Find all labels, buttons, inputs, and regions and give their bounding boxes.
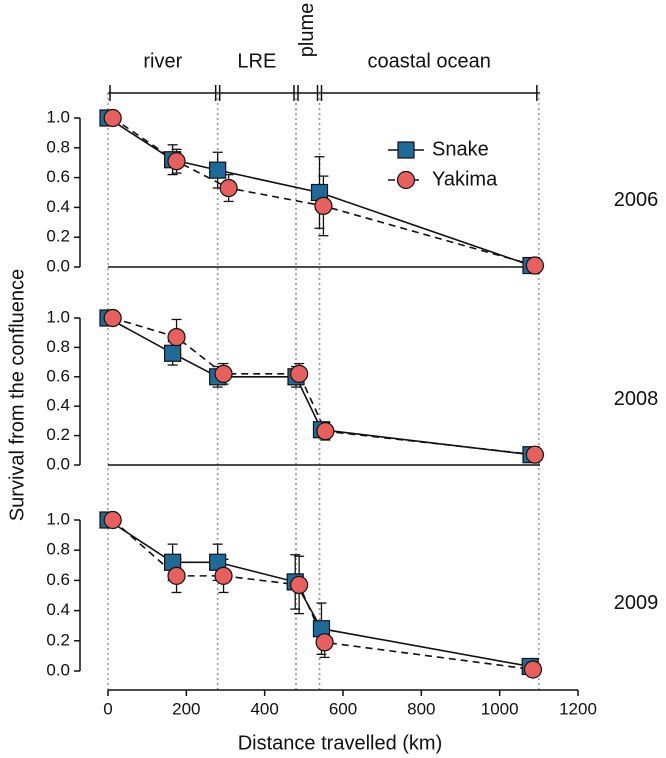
marker <box>290 364 309 383</box>
marker <box>103 108 122 128</box>
y-tick-label: 0.6 <box>46 167 70 186</box>
x-tick-label: 800 <box>407 699 435 718</box>
y-tick-label: 1.0 <box>46 509 70 528</box>
series-line <box>107 317 532 456</box>
x-tick-label: 1000 <box>481 699 519 718</box>
panel-label: 2008 <box>614 388 659 410</box>
marker <box>209 161 227 179</box>
y-tick-label: 1.0 <box>46 107 70 126</box>
marker <box>316 422 335 441</box>
y-tick-label: 0.2 <box>46 425 70 444</box>
y-tick-label: 0.4 <box>46 600 70 619</box>
y-axis-label: Survival from the confluence <box>6 269 28 521</box>
marker <box>397 141 415 159</box>
marker <box>290 575 309 595</box>
marker <box>315 633 334 652</box>
x-tick-label: 600 <box>329 699 357 718</box>
x-tick-label: 200 <box>172 699 200 718</box>
y-tick-label: 0.2 <box>46 630 70 649</box>
marker <box>103 308 122 328</box>
marker <box>167 152 186 171</box>
series-line <box>107 519 531 668</box>
series-line <box>112 317 536 456</box>
marker <box>396 170 416 190</box>
marker <box>523 660 543 679</box>
x-tick-label: 1200 <box>559 699 597 718</box>
region-label: plume <box>296 3 318 57</box>
panel-label: 2009 <box>614 592 659 614</box>
y-tick-label: 0.6 <box>46 570 70 589</box>
legend-label: Snake <box>432 138 489 160</box>
marker <box>214 364 233 383</box>
marker <box>167 328 186 347</box>
marker <box>164 344 182 362</box>
region-label: river <box>143 50 182 72</box>
y-tick-label: 0.4 <box>46 396 70 415</box>
x-tick-label: 400 <box>250 699 278 718</box>
series-line <box>112 519 534 671</box>
y-tick-label: 0.8 <box>46 137 70 156</box>
legend-label: Yakima <box>432 168 498 190</box>
region-label: coastal ocean <box>367 50 490 72</box>
x-tick-label: 0 <box>103 699 112 718</box>
marker <box>167 566 186 585</box>
y-tick-label: 0.2 <box>46 227 70 246</box>
marker <box>214 566 233 585</box>
y-tick-label: 0.6 <box>46 366 70 385</box>
y-tick-label: 0.8 <box>46 540 70 559</box>
region-label: LRE <box>237 50 276 72</box>
marker <box>525 256 545 275</box>
x-axis-label: Distance travelled (km) <box>238 732 443 754</box>
y-tick-label: 0.0 <box>46 660 70 679</box>
panel-label: 2006 <box>614 189 659 211</box>
y-tick-label: 0.0 <box>46 454 70 473</box>
y-tick-label: 0.8 <box>46 337 70 356</box>
y-tick-label: 0.0 <box>46 256 70 275</box>
marker <box>525 445 545 464</box>
y-tick-label: 0.4 <box>46 197 70 216</box>
marker <box>219 178 238 198</box>
y-tick-label: 1.0 <box>46 307 70 326</box>
marker <box>103 510 122 530</box>
marker <box>314 196 333 216</box>
